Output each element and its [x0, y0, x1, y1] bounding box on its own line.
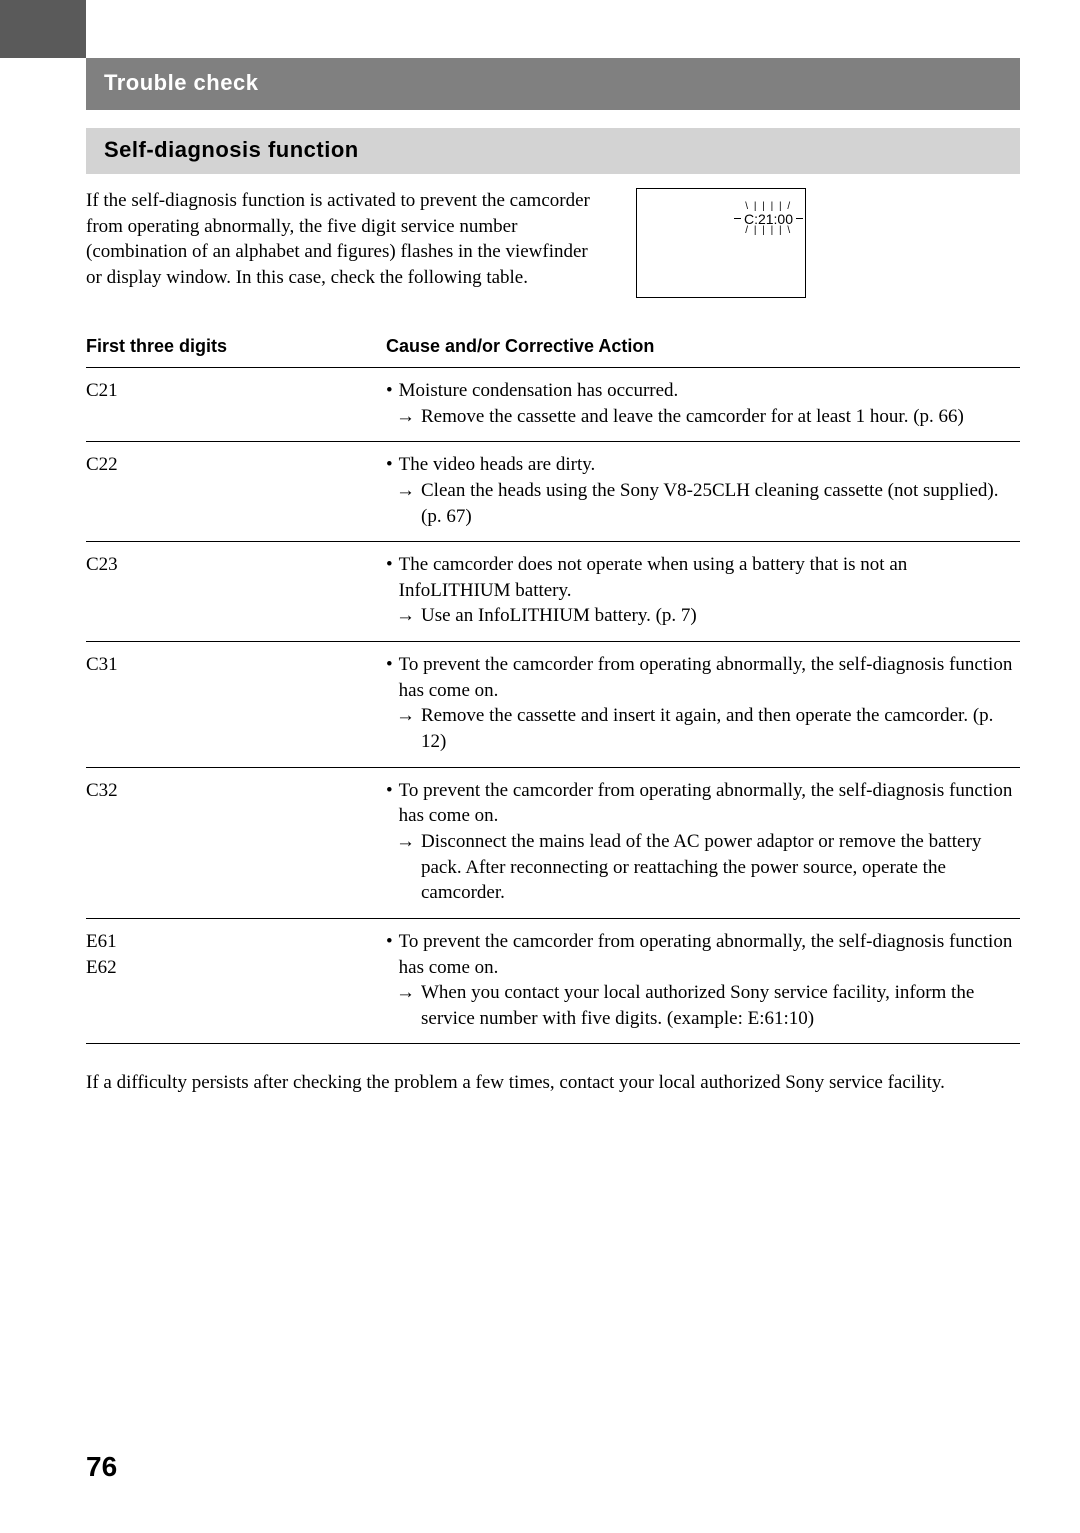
cause-item: • The camcorder does not operate when us…	[386, 552, 1020, 603]
code-cell: C31	[86, 642, 386, 768]
arrow-icon: →	[396, 404, 415, 430]
diagnosis-table: First three digits Cause and/or Correcti…	[86, 328, 1020, 1044]
header-cause-action: Cause and/or Corrective Action	[386, 328, 1020, 368]
action-text: When you contact your local authorized S…	[421, 980, 1020, 1031]
action-text: Disconnect the mains lead of the AC powe…	[421, 829, 1020, 906]
code-line-2: E62	[86, 955, 386, 981]
action-item: → Use an InfoLITHIUM battery. (p. 7)	[386, 603, 1020, 629]
bullet-icon: •	[386, 778, 393, 829]
bullet-icon: •	[386, 929, 393, 980]
page-container: Trouble check Self-diagnosis function If…	[0, 0, 1080, 1533]
bullet-icon: •	[386, 378, 393, 404]
arrow-icon: →	[396, 829, 415, 906]
table-row: E61 E62 • To prevent the camcorder from …	[86, 918, 1020, 1044]
intro-row: If the self-diagnosis function is activa…	[86, 188, 1020, 298]
cause-text: To prevent the camcorder from operating …	[399, 778, 1020, 829]
arrow-icon: →	[396, 478, 415, 529]
bullet-icon: •	[386, 552, 393, 603]
cause-action-cell: • The video heads are dirty. → Clean the…	[386, 442, 1020, 542]
code-cell: C22	[86, 442, 386, 542]
table-row: C32 • To prevent the camcorder from oper…	[86, 767, 1020, 918]
arrow-icon: →	[396, 980, 415, 1031]
section-header: Self-diagnosis function	[86, 128, 1020, 174]
trouble-check-header: Trouble check	[86, 58, 1020, 110]
flash-rays-top-icon: \ | | | | /	[744, 203, 793, 211]
page-number: 76	[86, 1451, 117, 1483]
cause-item: • To prevent the camcorder from operatin…	[386, 929, 1020, 980]
service-number-code: C:21:00	[744, 211, 793, 227]
action-item: → Remove the cassette and insert it agai…	[386, 703, 1020, 754]
code-line-1: E61	[86, 929, 386, 955]
action-item: → Disconnect the mains lead of the AC po…	[386, 829, 1020, 906]
cause-text: To prevent the camcorder from operating …	[399, 929, 1020, 980]
cause-text: The camcorder does not operate when usin…	[399, 552, 1020, 603]
table-row: C22 • The video heads are dirty. → Clean…	[86, 442, 1020, 542]
action-text: Clean the heads using the Sony V8-25CLH …	[421, 478, 1020, 529]
table-header-row: First three digits Cause and/or Correcti…	[86, 328, 1020, 368]
flash-rays-bottom-icon: / | | | | \	[744, 227, 793, 235]
table-row: C23 • The camcorder does not operate whe…	[86, 542, 1020, 642]
cause-action-cell: • To prevent the camcorder from operatin…	[386, 642, 1020, 768]
cause-item: • The video heads are dirty.	[386, 452, 1020, 478]
code-cell: C32	[86, 767, 386, 918]
arrow-icon: →	[396, 603, 415, 629]
cause-text: The video heads are dirty.	[399, 452, 596, 478]
action-text: Remove the cassette and insert it again,…	[421, 703, 1020, 754]
code-cell: C21	[86, 368, 386, 442]
action-text: Use an InfoLITHIUM battery. (p. 7)	[421, 603, 697, 629]
trouble-check-title: Trouble check	[104, 70, 258, 95]
cause-text: To prevent the camcorder from operating …	[399, 652, 1020, 703]
cause-action-cell: • To prevent the camcorder from operatin…	[386, 767, 1020, 918]
content-area: If the self-diagnosis function is activa…	[86, 188, 1020, 1096]
action-item: → Clean the heads using the Sony V8-25CL…	[386, 478, 1020, 529]
dark-sidebar-block	[0, 0, 86, 58]
cause-action-cell: • The camcorder does not operate when us…	[386, 542, 1020, 642]
code-cell: E61 E62	[86, 918, 386, 1044]
cause-item: • To prevent the camcorder from operatin…	[386, 652, 1020, 703]
bullet-icon: •	[386, 452, 393, 478]
table-row: C21 • Moisture condensation has occurred…	[86, 368, 1020, 442]
display-code-container: \ | | | | / C:21:00 / | | | | \	[744, 203, 793, 235]
action-item: → Remove the cassette and leave the camc…	[386, 404, 1020, 430]
cause-text: Moisture condensation has occurred.	[399, 378, 679, 404]
cause-item: • To prevent the camcorder from operatin…	[386, 778, 1020, 829]
header-first-three-digits: First three digits	[86, 328, 386, 368]
viewfinder-display-box: \ | | | | / C:21:00 / | | | | \	[636, 188, 806, 298]
cause-action-cell: • To prevent the camcorder from operatin…	[386, 918, 1020, 1044]
intro-text: If the self-diagnosis function is activa…	[86, 188, 606, 298]
action-text: Remove the cassette and leave the camcor…	[421, 404, 964, 430]
arrow-icon: →	[396, 703, 415, 754]
table-row: C31 • To prevent the camcorder from oper…	[86, 642, 1020, 768]
footer-note: If a difficulty persists after checking …	[86, 1070, 1020, 1096]
bullet-icon: •	[386, 652, 393, 703]
cause-action-cell: • Moisture condensation has occurred. → …	[386, 368, 1020, 442]
code-cell: C23	[86, 542, 386, 642]
action-item: → When you contact your local authorized…	[386, 980, 1020, 1031]
section-title: Self-diagnosis function	[104, 137, 359, 162]
cause-item: • Moisture condensation has occurred.	[386, 378, 1020, 404]
